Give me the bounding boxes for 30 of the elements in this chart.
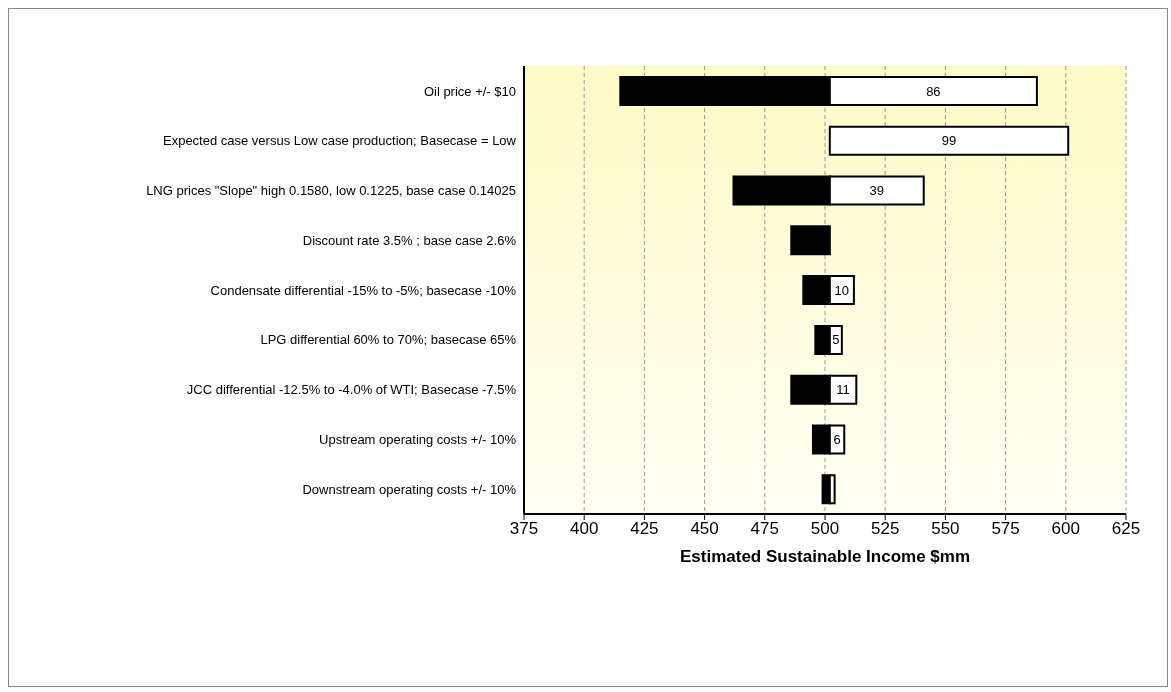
x-tick-label: 425 <box>630 519 659 539</box>
data-label: 10 <box>834 282 850 298</box>
x-tick-label: 400 <box>570 519 599 539</box>
y-tick-label: LNG prices "Slope" high 0.1580, low 0.1225, base case 0.14025 <box>146 183 516 199</box>
y-tick-label: JCC differential -12.5% to -4.0% of WTI; Basecase -7.5% <box>186 382 517 398</box>
y-tick-label: Upstream operating costs +/- 10% <box>319 431 517 447</box>
x-tick-label: 375 <box>509 519 539 539</box>
x-axis-title: Estimated Sustainable Income $mm <box>679 547 971 566</box>
x-tick-label: 525 <box>871 519 900 539</box>
y-tick-label: Expected case versus Low case production; Basecase = Low <box>162 133 517 149</box>
bar <box>828 125 1070 156</box>
y-tick-label: Downstream operating costs +/- 10% <box>302 481 517 497</box>
data-label: 11 <box>836 382 850 398</box>
bar <box>790 225 831 256</box>
x-tick-label: 575 <box>991 519 1020 539</box>
data-label: 99 <box>941 133 957 149</box>
y-tick-label: Oil price +/- $10 <box>423 83 516 99</box>
x-tick-label: 625 <box>1111 519 1141 539</box>
y-tick-label: LPG differential 60% to 70%; basecase 65% <box>260 332 517 348</box>
x-tick-label: 550 <box>931 519 960 539</box>
y-tick-label: Discount rate 3.5% ; base case 2.6% <box>302 232 517 248</box>
data-label: 86 <box>926 83 941 99</box>
x-tick-label: 600 <box>1051 519 1080 539</box>
y-tick-label: Condensate differential -15% to -5%; basecase -10% <box>210 282 517 298</box>
data-label: 5 <box>832 332 840 348</box>
x-tick-label: 450 <box>690 519 719 539</box>
x-tick-label: 475 <box>750 519 779 539</box>
data-label: 39 <box>869 183 885 199</box>
x-tick-label: 500 <box>810 519 840 539</box>
data-label: 6 <box>833 431 841 447</box>
